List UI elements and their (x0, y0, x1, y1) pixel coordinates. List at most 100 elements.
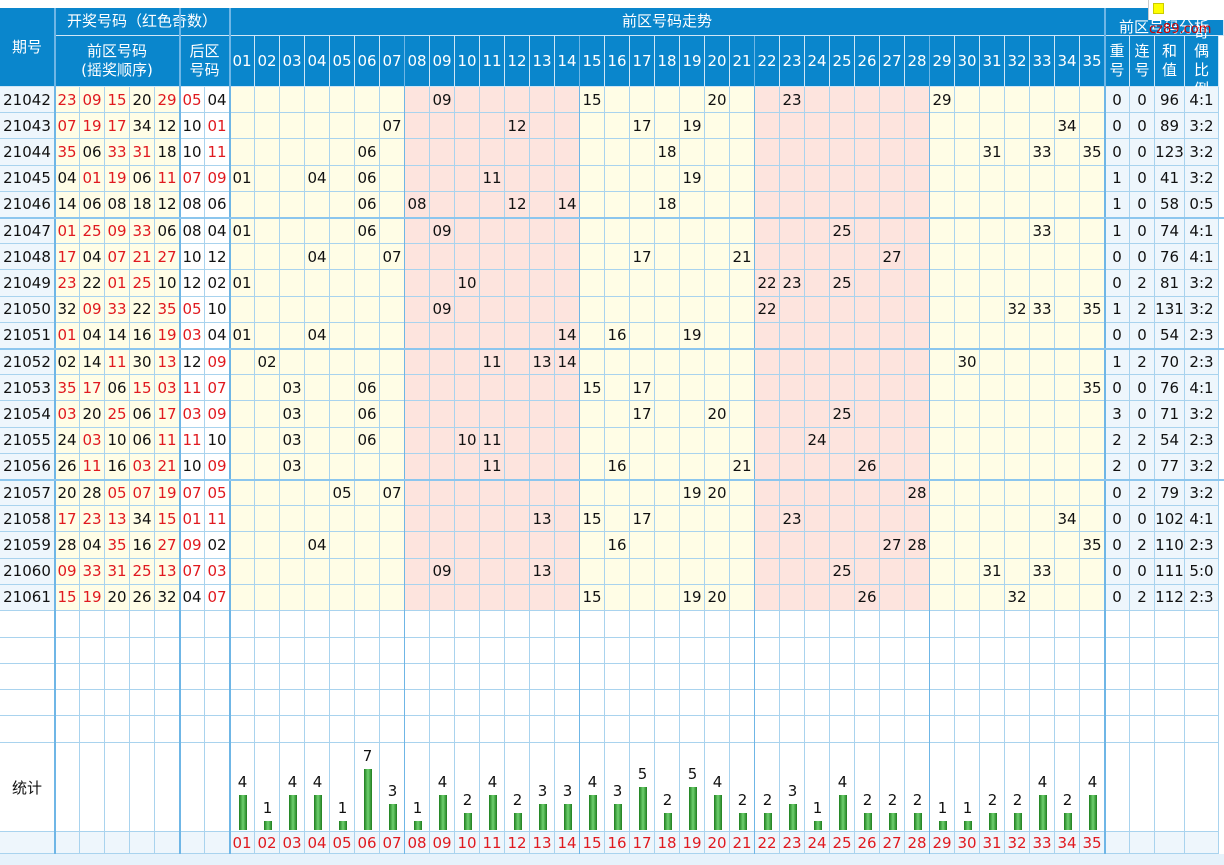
back-number: 08 (180, 191, 205, 218)
analysis-ratio: 2:3 (1185, 322, 1219, 349)
analysis-rep: 0 (1105, 322, 1130, 349)
trend-cell (255, 322, 280, 349)
trend-cell (980, 322, 1005, 349)
empty-cell (1005, 690, 1030, 716)
front-number: 19 (105, 165, 130, 192)
trend-cell (605, 480, 630, 507)
trend-cell (405, 427, 430, 454)
trend-cell (380, 427, 405, 454)
trend-hit: 08 (405, 191, 430, 218)
analysis-sum: 102 (1155, 506, 1185, 533)
back-number: 12 (180, 270, 205, 297)
trend-cell (430, 584, 455, 611)
trend-cell (430, 113, 455, 140)
empty-cell (1055, 716, 1080, 743)
trend-cell (655, 113, 680, 140)
trend-cell (930, 375, 955, 402)
analysis-con: 2 (1130, 349, 1155, 376)
trend-cell (1030, 244, 1055, 271)
footer-cell (1105, 832, 1130, 854)
trend-cell (330, 453, 355, 480)
trend-cell (580, 113, 605, 140)
trend-hit: 20 (705, 401, 730, 428)
back-number: 11 (205, 506, 230, 533)
count-label: 4 (312, 773, 323, 792)
front-number: 06 (130, 427, 155, 454)
count-bar (988, 812, 997, 830)
trend-cell (830, 584, 855, 611)
trend-cell (1030, 532, 1055, 559)
empty-cell (355, 611, 380, 638)
trend-cell (230, 532, 255, 559)
empty-cell (730, 638, 755, 664)
trend-cell (455, 349, 480, 376)
front-number: 25 (80, 218, 105, 245)
trend-hit: 18 (655, 139, 680, 166)
trend-cell (930, 244, 955, 271)
trend-cell (230, 375, 255, 402)
count-label: 1 (412, 799, 423, 818)
trend-cell (455, 558, 480, 585)
trend-cell (480, 87, 505, 114)
count-bar (938, 821, 947, 830)
empty-cell (155, 690, 180, 716)
empty-cell (980, 664, 1005, 690)
empty-cell (1155, 716, 1185, 743)
trend-hit: 21 (730, 453, 755, 480)
trend-hit: 31 (980, 139, 1005, 166)
empty-cell (130, 611, 155, 638)
front-number: 23 (55, 270, 80, 297)
empty-cell (480, 690, 505, 716)
count-bar (663, 812, 672, 830)
trend-cell (755, 165, 780, 192)
count-bar (913, 812, 922, 830)
count-label: 4 (587, 773, 598, 792)
trend-cell (530, 401, 555, 428)
back-number: 07 (205, 375, 230, 402)
front-number: 33 (80, 558, 105, 585)
trend-cell (1005, 506, 1030, 533)
trend-cell (705, 165, 730, 192)
trend-cell (1080, 349, 1105, 376)
trend-hit: 14 (555, 322, 580, 349)
trend-cell (330, 218, 355, 245)
trend-hit: 35 (1080, 532, 1105, 559)
trend-cell (255, 427, 280, 454)
trend-cell (705, 427, 730, 454)
trend-cell (780, 139, 805, 166)
trend-hit: 21 (730, 244, 755, 271)
empty-cell (755, 611, 780, 638)
column-header-11: 11 (480, 36, 505, 87)
empty-cell (880, 690, 905, 716)
block-separator (929, 36, 930, 854)
empty-cell (830, 611, 855, 638)
count-bar (838, 795, 847, 830)
empty-cell (655, 716, 680, 743)
empty-cell (1055, 638, 1080, 664)
trend-cell (480, 244, 505, 271)
watermark[interactable]: cz89.com (1148, 0, 1224, 37)
back-number: 05 (205, 480, 230, 507)
trend-cell (655, 218, 680, 245)
count-bar (863, 812, 872, 830)
trend-cell (930, 480, 955, 507)
empty-cell (955, 716, 980, 743)
trend-cell (405, 506, 430, 533)
trend-cell (580, 532, 605, 559)
trend-cell (255, 401, 280, 428)
trend-hit: 06 (355, 218, 380, 245)
empty-cell (55, 716, 80, 743)
empty-cell (330, 716, 355, 743)
trend-cell (730, 218, 755, 245)
trend-hit: 27 (880, 532, 905, 559)
empty-cell (405, 716, 430, 743)
header-ratio: 奇偶比例 (1185, 23, 1219, 98)
empty-cell (180, 664, 205, 690)
empty-cell (280, 664, 305, 690)
trend-cell (455, 506, 480, 533)
separator (229, 8, 231, 854)
trend-hit: 10 (455, 270, 480, 297)
trend-cell (230, 480, 255, 507)
analysis-ratio: 3:2 (1185, 453, 1219, 480)
back-zone-title: 后区 (189, 42, 220, 60)
